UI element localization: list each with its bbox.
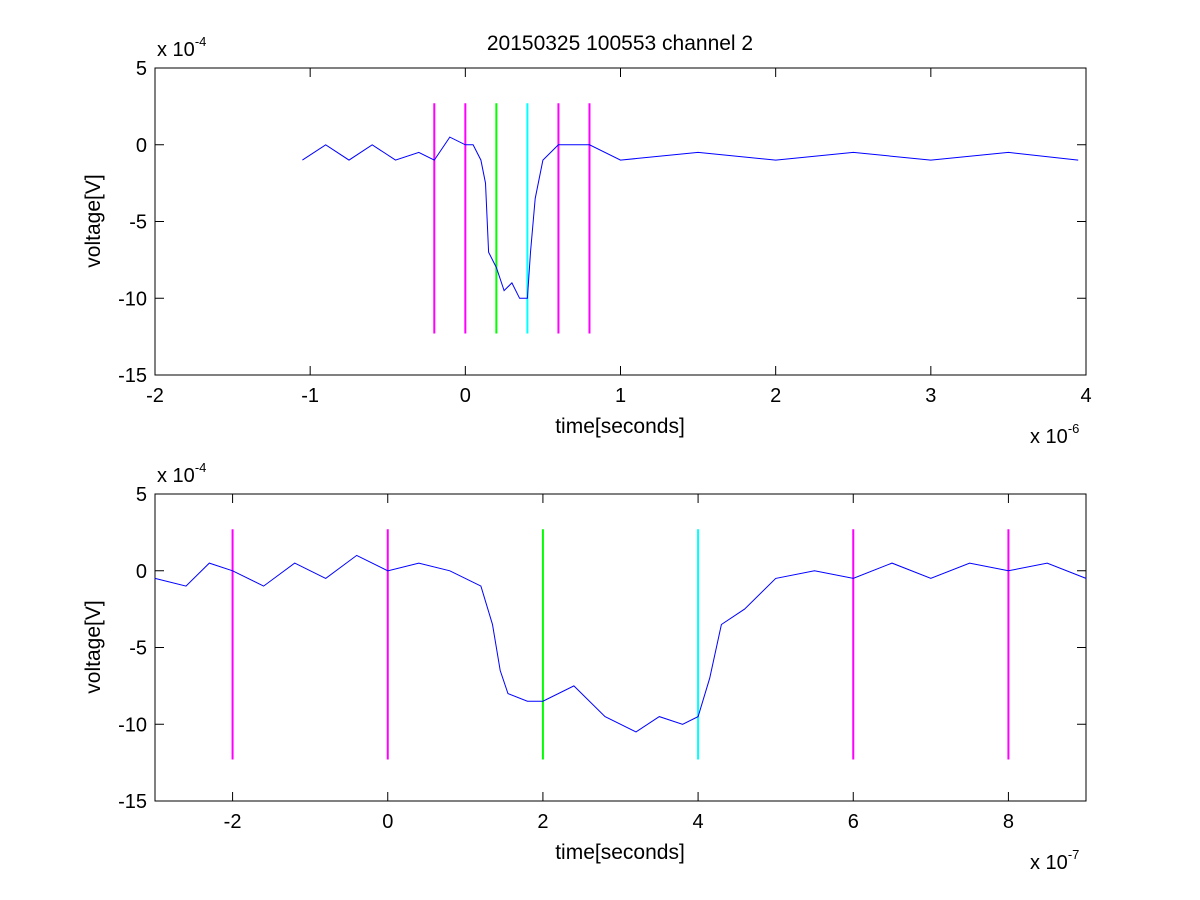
bottom-plot-y-tick-label: -10 [118, 714, 147, 736]
top-plot-x-tick-label: -2 [146, 385, 164, 407]
bottom-plot-y-tick-label: 0 [136, 561, 147, 583]
bottom-plot-y-ticks: -15 -10 -5 0 5 [118, 484, 1086, 813]
top-plot-x-multiplier: x 10 [1030, 426, 1068, 448]
bottom-plot: -15 -10 -5 0 5 -2 0 2 4 6 8 [118, 484, 1087, 833]
top-plot-x-tick-label: 2 [770, 385, 781, 407]
bottom-plot-x-tick-label: 0 [382, 811, 393, 833]
bottom-plot-x-power: -7 [1068, 847, 1080, 862]
top-plot-y-tick-label: 5 [136, 58, 147, 80]
bottom-plot-y-power: -4 [195, 460, 207, 475]
top-plot-y-tick-label: -15 [118, 365, 147, 387]
top-plot-x-tick-label: -1 [301, 385, 319, 407]
bottom-plot-x-multiplier: x 10 [1030, 852, 1068, 874]
top-plot-x-label: time[seconds] [555, 415, 685, 438]
bottom-plot-x-tick-label: 8 [1003, 811, 1014, 833]
top-plot-series [302, 136, 1079, 299]
bottom-plot-x-label: time[seconds] [555, 841, 685, 864]
bottom-plot-y-tick-label: -15 [118, 791, 147, 813]
top-plot-x-tick-label: 3 [925, 385, 936, 407]
top-plot-y-ticks: -15 -10 -5 0 5 [118, 58, 1086, 387]
bottom-plot-x-tick-label: 6 [848, 811, 859, 833]
top-plot-x-tick-label: 1 [615, 385, 626, 407]
top-plot-y-power: -4 [195, 34, 207, 49]
bottom-plot-signal-line [154, 554, 1087, 733]
bottom-plot-markers [231, 529, 1010, 760]
bottom-plot-series [154, 554, 1087, 733]
top-plot-y-tick-label: -10 [118, 288, 147, 310]
bottom-plot-x-tick-label: 4 [693, 811, 704, 833]
bottom-plot-x-ticks: -2 0 2 4 6 8 [224, 494, 1014, 833]
top-plot-frame [154, 67, 1087, 376]
top-plot-y-label: voltage[V] [82, 174, 105, 267]
top-plot-y-multiplier: x 10 [157, 39, 195, 61]
top-plot-y-tick-label: -5 [129, 212, 147, 234]
top-plot-y-exponent: x 10-4 [157, 34, 206, 61]
bottom-plot-y-label: voltage[V] [82, 600, 105, 693]
bottom-plot-frame [154, 493, 1087, 802]
top-plot-x-exponent: x 10-6 [1030, 421, 1079, 448]
top-plot: -15-10-505 -2 -1 0 1 2 3 4 [118, 58, 1091, 407]
top-plot-x-tick-label: 0 [460, 385, 471, 407]
top-plot-signal-line [302, 136, 1079, 299]
top-plot-x-ticks: -2 -1 0 1 2 3 4 [146, 68, 1092, 407]
bottom-plot-y-multiplier: x 10 [157, 465, 195, 487]
bottom-plot-y-exponent: x 10-4 [157, 460, 206, 487]
bottom-plot-y-tick-label: 5 [136, 484, 147, 506]
top-plot-y-tick-label: 0 [136, 135, 147, 157]
bottom-plot-y-tick-label: -5 [129, 638, 147, 660]
top-plot-x-tick-label: 4 [1080, 385, 1091, 407]
bottom-plot-x-tick-label: 2 [537, 811, 548, 833]
bottom-plot-x-tick-label: -2 [224, 811, 242, 833]
top-plot-x-power: -6 [1068, 421, 1080, 436]
top-plot-markers [433, 103, 591, 334]
figure-title: 20150325 100553 channel 2 [487, 32, 753, 55]
bottom-plot-x-exponent: x 10-7 [1030, 847, 1079, 874]
